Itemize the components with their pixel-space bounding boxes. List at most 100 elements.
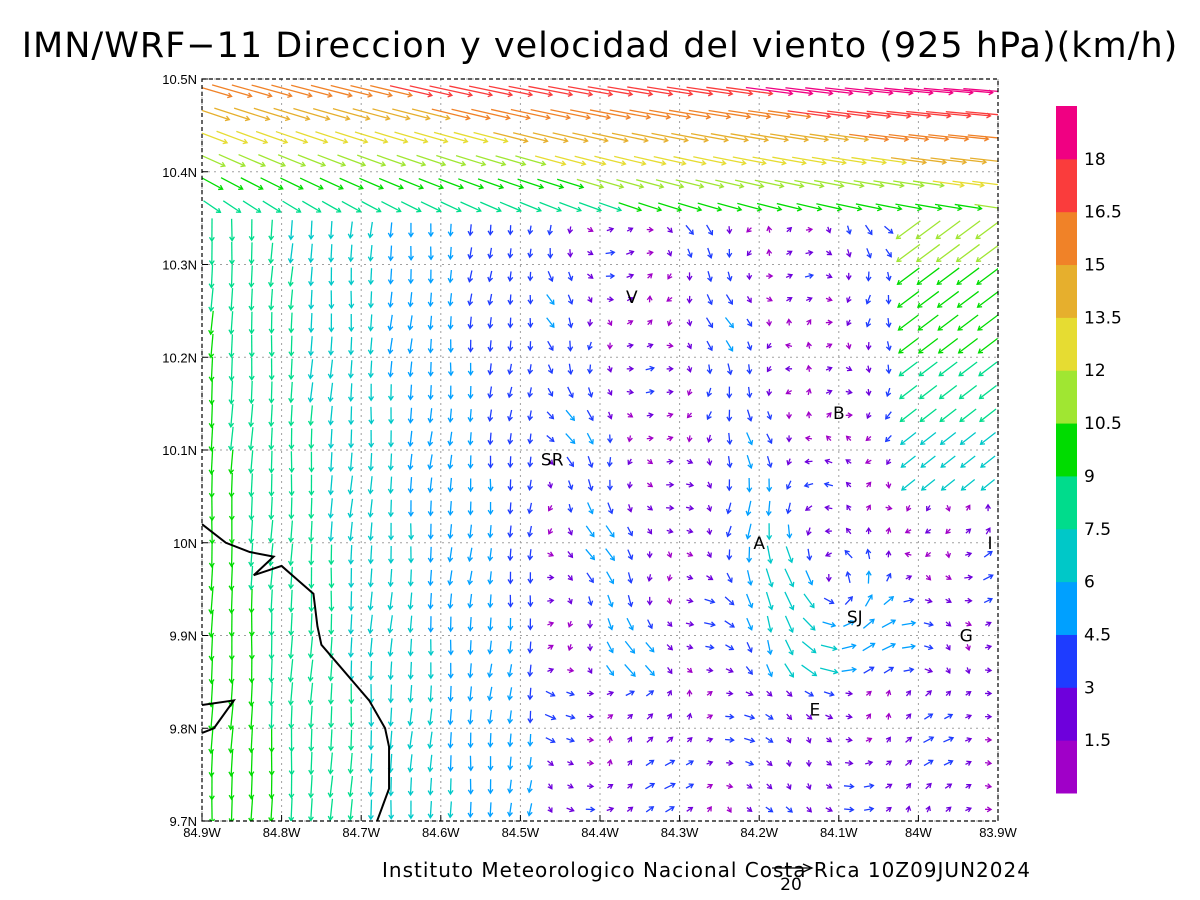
wind-vector <box>447 339 454 354</box>
wind-vector <box>315 131 349 144</box>
wind-vector <box>407 661 414 680</box>
x-tick-label: 84.6W <box>422 825 460 840</box>
wind-vector <box>507 571 514 585</box>
wind-vector <box>507 386 513 399</box>
wind-vector <box>746 806 753 812</box>
wind-vector <box>802 617 816 631</box>
wind-vector <box>330 84 373 98</box>
wind-vector <box>833 180 865 189</box>
wind-vector <box>228 727 234 754</box>
wind-vector <box>945 551 952 559</box>
wind-vector <box>905 575 913 581</box>
wind-vector <box>726 783 734 789</box>
wind-vector <box>487 617 494 632</box>
wind-vector <box>327 752 334 775</box>
wind-vector <box>407 800 414 820</box>
wind-vector <box>626 227 634 233</box>
wind-vector <box>766 388 773 397</box>
x-tick-label: 84W <box>905 825 932 840</box>
wind-vector <box>248 473 255 498</box>
wind-vector <box>566 456 574 468</box>
wind-vector <box>407 338 414 355</box>
wind-vector <box>547 783 553 790</box>
wind-vector <box>236 130 269 145</box>
wind-vector <box>627 435 633 443</box>
wind-vector <box>824 458 833 465</box>
wind-vector <box>915 203 943 212</box>
wind-vector <box>248 704 255 731</box>
wind-vector <box>268 450 275 474</box>
wind-vector <box>467 501 474 516</box>
wind-vector <box>745 666 753 676</box>
wind-vector <box>447 616 454 633</box>
place-label: V <box>626 288 638 308</box>
wind-vector <box>307 659 314 683</box>
wind-vector <box>449 85 494 98</box>
wind-vector <box>626 249 635 256</box>
wind-vector <box>912 180 945 189</box>
wind-vector <box>903 667 915 673</box>
wind-vector <box>726 248 733 259</box>
wind-vector <box>730 133 770 143</box>
wind-vector <box>328 267 335 287</box>
wind-vector <box>467 640 474 656</box>
wind-vector <box>811 156 847 166</box>
wind-vector <box>460 201 482 213</box>
wind-vector <box>507 502 514 515</box>
wind-vector <box>976 267 998 285</box>
wind-vector <box>871 157 908 166</box>
wind-vector <box>646 551 653 559</box>
wind-vector <box>645 806 655 813</box>
wind-vector <box>317 154 347 167</box>
wind-vector <box>545 690 556 697</box>
wind-vector <box>592 132 629 143</box>
wind-vector <box>288 312 295 334</box>
wind-vector <box>965 667 971 675</box>
wind-vector <box>567 760 575 766</box>
wind-vector <box>367 360 374 379</box>
wind-vector <box>308 705 314 729</box>
wind-vector <box>952 180 985 188</box>
wind-vector <box>447 801 454 819</box>
wind-vector <box>347 752 354 775</box>
wind-vector <box>899 408 917 423</box>
wind-vector <box>545 737 556 744</box>
wind-vector <box>631 132 669 143</box>
wind-vector <box>447 246 454 261</box>
wind-vector <box>786 435 793 443</box>
wind-vector <box>527 410 534 422</box>
wind-vector <box>866 412 872 420</box>
wind-vector <box>387 592 394 611</box>
colorbar-label: 18 <box>1084 150 1106 170</box>
wind-vector <box>547 270 554 283</box>
wind-vector <box>786 524 793 539</box>
wind-vector <box>526 803 533 817</box>
wind-vector <box>556 178 585 190</box>
wind-vector <box>725 713 735 720</box>
colorbar-swatch <box>1056 740 1077 794</box>
wind-vector <box>945 574 952 580</box>
wind-vector <box>408 246 414 262</box>
wind-vector <box>756 202 783 212</box>
colorbar-label: 3 <box>1084 678 1095 698</box>
wind-vector <box>845 570 852 584</box>
wind-vector <box>915 220 941 240</box>
wind-vector <box>725 525 732 538</box>
wind-vector <box>507 248 514 259</box>
wind-vector <box>288 381 295 404</box>
wind-vector <box>706 551 712 559</box>
wind-vector <box>626 806 634 812</box>
wind-vector <box>467 732 474 749</box>
chart-title: IMN/WRF−11 Direccion y velocidad del vie… <box>21 26 1179 66</box>
wind-vector <box>248 681 255 707</box>
wind-vector <box>664 759 676 767</box>
wind-vector <box>925 782 932 790</box>
wind-vector <box>924 597 933 604</box>
wind-vector <box>587 783 595 790</box>
wind-vector <box>228 611 235 638</box>
wind-vector <box>268 751 275 777</box>
wind-vector <box>248 288 255 312</box>
wind-vector <box>451 108 491 121</box>
wind-vector <box>885 550 892 558</box>
colorbar-label: 12 <box>1084 361 1106 381</box>
